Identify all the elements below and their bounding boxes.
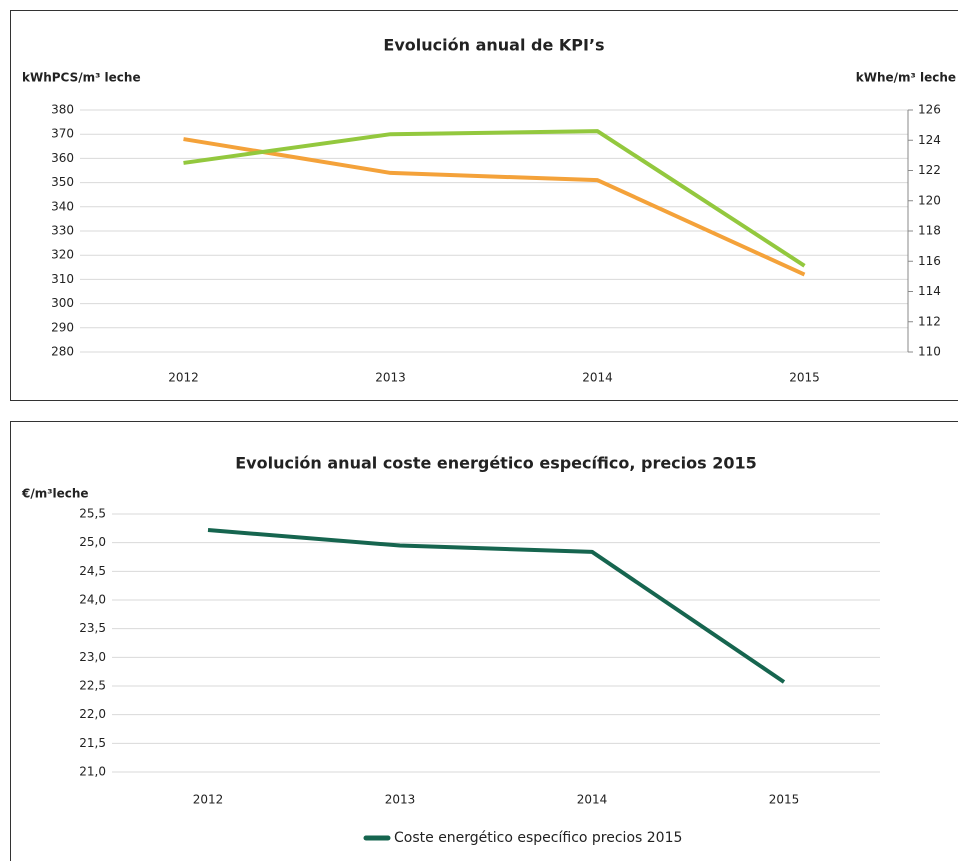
y2-axis-label: kWhe/m³ leche xyxy=(856,71,956,85)
y-tick-label: 22,5 xyxy=(79,679,106,693)
y-tick-label: 23,5 xyxy=(79,621,106,635)
y2-tick-label: 112 xyxy=(918,314,941,328)
y-tick-label: 360 xyxy=(51,151,74,165)
y-tick-label: 22,0 xyxy=(79,707,106,721)
series-line xyxy=(207,528,786,684)
y2-tick-label: 124 xyxy=(918,133,941,147)
y2-tick-label: 110 xyxy=(918,345,941,359)
y2-tick-label: 120 xyxy=(918,193,941,207)
y-tick-label: 310 xyxy=(51,272,74,286)
y-tick-label: 350 xyxy=(51,175,74,189)
y-axis-label: €/m³leche xyxy=(21,487,89,501)
y-tick-label: 23,0 xyxy=(79,650,106,664)
x-tick-label: 2014 xyxy=(577,793,608,807)
y-tick-label: 24,0 xyxy=(79,593,106,607)
y-tick-label: 25,5 xyxy=(79,507,106,521)
y-tick-label: 340 xyxy=(51,199,74,213)
y-tick-label: 290 xyxy=(51,320,74,334)
y-axis-label: kWhPCS/m³ leche xyxy=(22,71,141,85)
chart-frame xyxy=(10,421,958,861)
series-line xyxy=(183,137,806,277)
legend-label: Coste energético específico precios 2015 xyxy=(394,830,682,846)
y2-tick-label: 116 xyxy=(918,254,941,268)
y2-tick-label: 114 xyxy=(918,284,941,298)
chart-title: Evolución anual coste energético específ… xyxy=(235,454,757,473)
y-tick-label: 370 xyxy=(51,127,74,141)
y-tick-label: 330 xyxy=(51,224,74,238)
chart-frame xyxy=(10,10,958,401)
y-tick-label: 21,0 xyxy=(79,765,106,779)
y-tick-label: 320 xyxy=(51,248,74,262)
x-tick-label: 2012 xyxy=(193,793,224,807)
y2-tick-label: 122 xyxy=(918,163,941,177)
y-tick-label: 380 xyxy=(51,103,74,117)
x-tick-label: 2014 xyxy=(582,371,613,385)
x-tick-label: 2012 xyxy=(168,371,199,385)
y-tick-label: 21,5 xyxy=(79,736,106,750)
y-tick-label: 24,5 xyxy=(79,564,106,578)
chart-title: Evolución anual de KPI’s xyxy=(383,36,604,55)
y-tick-label: 280 xyxy=(51,345,74,359)
x-tick-label: 2013 xyxy=(375,371,406,385)
y-tick-label: 25,0 xyxy=(79,535,106,549)
y-tick-label: 300 xyxy=(51,296,74,310)
y2-tick-label: 118 xyxy=(918,224,941,238)
x-tick-label: 2013 xyxy=(385,793,416,807)
series-line xyxy=(183,129,806,268)
x-tick-label: 2015 xyxy=(789,371,820,385)
x-tick-label: 2015 xyxy=(769,793,800,807)
y2-tick-label: 126 xyxy=(918,103,941,117)
